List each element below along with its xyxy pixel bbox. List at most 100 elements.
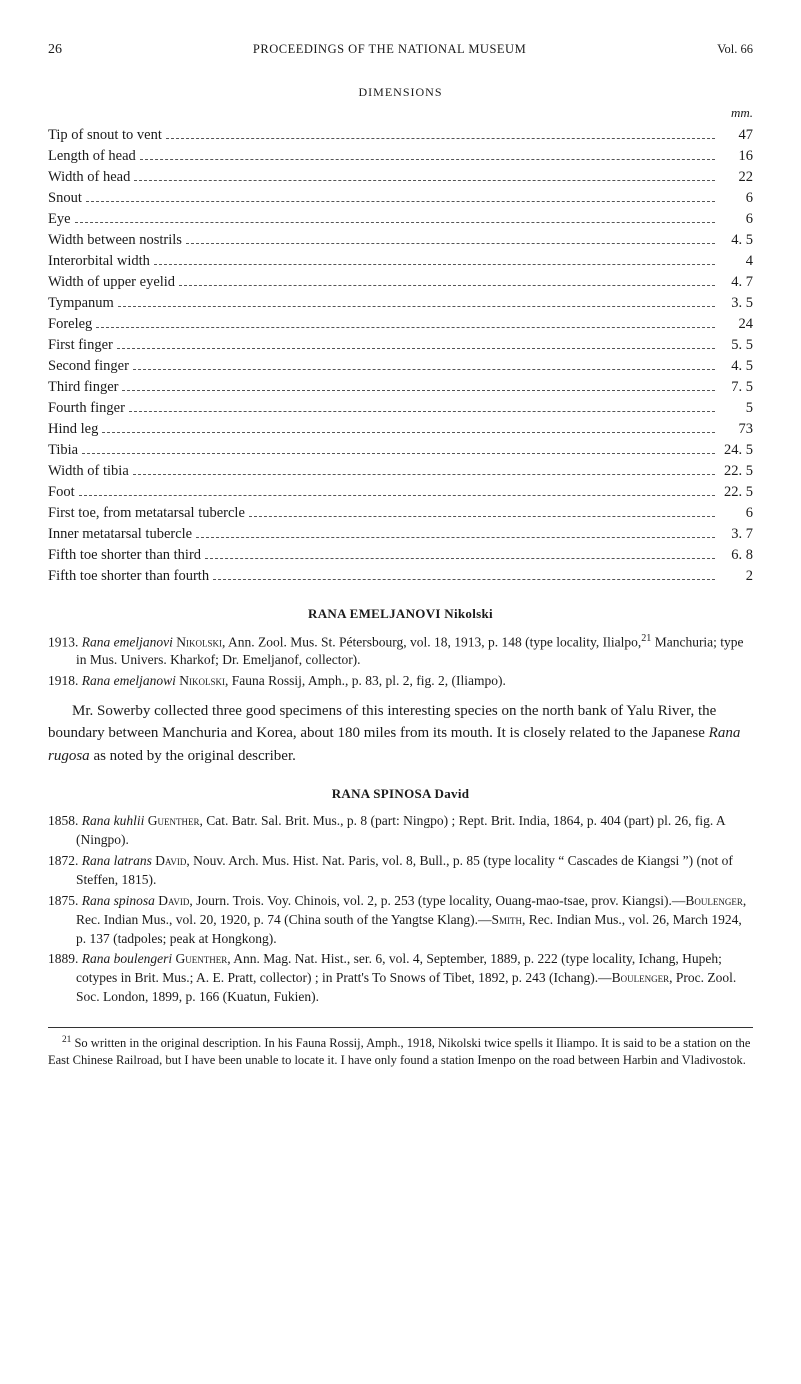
dimension-value: 22: [719, 167, 753, 188]
leader-dots: [134, 171, 715, 181]
leader-dots: [133, 465, 715, 475]
leader-dots: [154, 255, 715, 265]
dimension-row: Tympanum 3. 5: [48, 293, 753, 314]
dimension-value: 3. 5: [719, 293, 753, 314]
dimension-label: Width between nostrils: [48, 230, 182, 251]
dimension-value: 73: [719, 419, 753, 440]
leader-dots: [166, 129, 715, 139]
dimension-row: Fourth finger5: [48, 398, 753, 419]
reference-entry: 1872. Rana latrans David, Nouv. Arch. Mu…: [48, 852, 753, 890]
page-number: 26: [48, 40, 62, 60]
references-emeljanovi: 1913. Rana emeljanovi Nikolski, Ann. Zoo…: [48, 632, 753, 690]
references-spinosa: 1858. Rana kuhlii Guenther, Cat. Batr. S…: [48, 812, 753, 1007]
dimension-row: Hind leg 73: [48, 419, 753, 440]
dimension-label: Length of head: [48, 146, 136, 167]
dimension-label: Hind leg: [48, 419, 98, 440]
leader-dots: [140, 150, 715, 160]
dimension-label: First toe, from metatarsal tubercle: [48, 503, 245, 524]
section-heading-spinosa: RANA SPINOSA David: [48, 785, 753, 804]
leader-dots: [186, 234, 715, 244]
dimension-row: Third finger7. 5: [48, 377, 753, 398]
leader-dots: [117, 339, 715, 349]
dimension-label: Fifth toe shorter than fourth: [48, 566, 209, 587]
dimension-label: Width of tibia: [48, 461, 129, 482]
reference-entry: 1889. Rana boulengeri Guenther, Ann. Mag…: [48, 950, 753, 1007]
footnote: 21 So written in the original descriptio…: [48, 1034, 753, 1069]
leader-dots: [133, 360, 715, 370]
dimension-value: 4. 5: [719, 356, 753, 377]
leader-dots: [129, 402, 715, 412]
dimension-label: Interorbital width: [48, 251, 150, 272]
dimension-label: Width of head: [48, 167, 130, 188]
dimension-label: Width of upper eyelid: [48, 272, 175, 293]
dimension-row: Width of head 22: [48, 167, 753, 188]
body-paragraph: Mr. Sowerby collected three good specime…: [48, 700, 753, 768]
leader-dots: [82, 444, 715, 454]
dimension-label: Inner metatarsal tubercle: [48, 524, 192, 545]
volume-label: Vol. 66: [717, 40, 753, 58]
running-title: PROCEEDINGS OF THE NATIONAL MUSEUM: [253, 40, 526, 58]
dimension-row: Tibia 24. 5: [48, 440, 753, 461]
reference-entry: 1918. Rana emeljanowi Nikolski, Fauna Ro…: [48, 672, 753, 690]
dimension-value: 4. 5: [719, 230, 753, 251]
dimension-label: Foot: [48, 482, 75, 503]
dimension-row: Fifth toe shorter than third 6. 8: [48, 545, 753, 566]
dimension-label: Tip of snout to vent: [48, 125, 162, 146]
dimension-row: Snout6: [48, 188, 753, 209]
dimension-row: Eye6: [48, 209, 753, 230]
dimension-row: First finger 5. 5: [48, 335, 753, 356]
dimension-label: Fourth finger: [48, 398, 125, 419]
reference-entry: 1913. Rana emeljanovi Nikolski, Ann. Zoo…: [48, 632, 753, 670]
dimension-row: Inner metatarsal tubercle 3. 7: [48, 524, 753, 545]
leader-dots: [75, 213, 715, 223]
dimension-value: 6. 8: [719, 545, 753, 566]
dimension-value: 22. 5: [719, 461, 753, 482]
section-heading-emeljanovi: RANA EMELJANOVI Nikolski: [48, 605, 753, 624]
leader-dots: [205, 549, 715, 559]
page-header: 26 PROCEEDINGS OF THE NATIONAL MUSEUM Vo…: [48, 40, 753, 60]
dimension-value: 24. 5: [719, 440, 753, 461]
dimension-label: Foreleg: [48, 314, 92, 335]
dimension-row: Foot 22. 5: [48, 482, 753, 503]
dimension-row: First toe, from metatarsal tubercle 6: [48, 503, 753, 524]
dimension-row: Width of upper eyelid 4. 7: [48, 272, 753, 293]
dimension-value: 6: [719, 503, 753, 524]
dimension-label: First finger: [48, 335, 113, 356]
footnote-rule: [48, 1027, 753, 1028]
leader-dots: [213, 570, 715, 580]
dimension-label: Second finger: [48, 356, 129, 377]
dimension-value: 6: [719, 188, 753, 209]
dimension-value: 4: [719, 251, 753, 272]
footnote-text: So written in the original description. …: [48, 1036, 750, 1067]
dimension-value: 3. 7: [719, 524, 753, 545]
dimension-value: 22. 5: [719, 482, 753, 503]
leader-dots: [96, 318, 715, 328]
dimension-row: Width of tibia 22. 5: [48, 461, 753, 482]
dimension-row: Second finger 4. 5: [48, 356, 753, 377]
dimension-label: Tibia: [48, 440, 78, 461]
dimension-value: 2: [719, 566, 753, 587]
dimension-row: Fifth toe shorter than fourth 2: [48, 566, 753, 587]
unit-label: mm.: [48, 104, 753, 123]
dimensions-title: DIMENSIONS: [48, 84, 753, 101]
leader-dots: [86, 192, 715, 202]
dimension-value: 6: [719, 209, 753, 230]
leader-dots: [102, 423, 715, 433]
dimension-label: Third finger: [48, 377, 118, 398]
leader-dots: [249, 507, 715, 517]
dimension-row: Length of head16: [48, 146, 753, 167]
leader-dots: [179, 276, 715, 286]
dimension-row: Foreleg24: [48, 314, 753, 335]
dimension-value: 47: [719, 125, 753, 146]
dimension-label: Fifth toe shorter than third: [48, 545, 201, 566]
footnote-marker: 21: [62, 1035, 71, 1045]
reference-entry: 1858. Rana kuhlii Guenther, Cat. Batr. S…: [48, 812, 753, 850]
leader-dots: [118, 297, 715, 307]
leader-dots: [122, 381, 715, 391]
dimension-value: 5. 5: [719, 335, 753, 356]
dimension-value: 4. 7: [719, 272, 753, 293]
leader-dots: [79, 486, 715, 496]
dimension-row: Interorbital width 4: [48, 251, 753, 272]
dimension-label: Tympanum: [48, 293, 114, 314]
dimension-row: Tip of snout to vent 47: [48, 125, 753, 146]
